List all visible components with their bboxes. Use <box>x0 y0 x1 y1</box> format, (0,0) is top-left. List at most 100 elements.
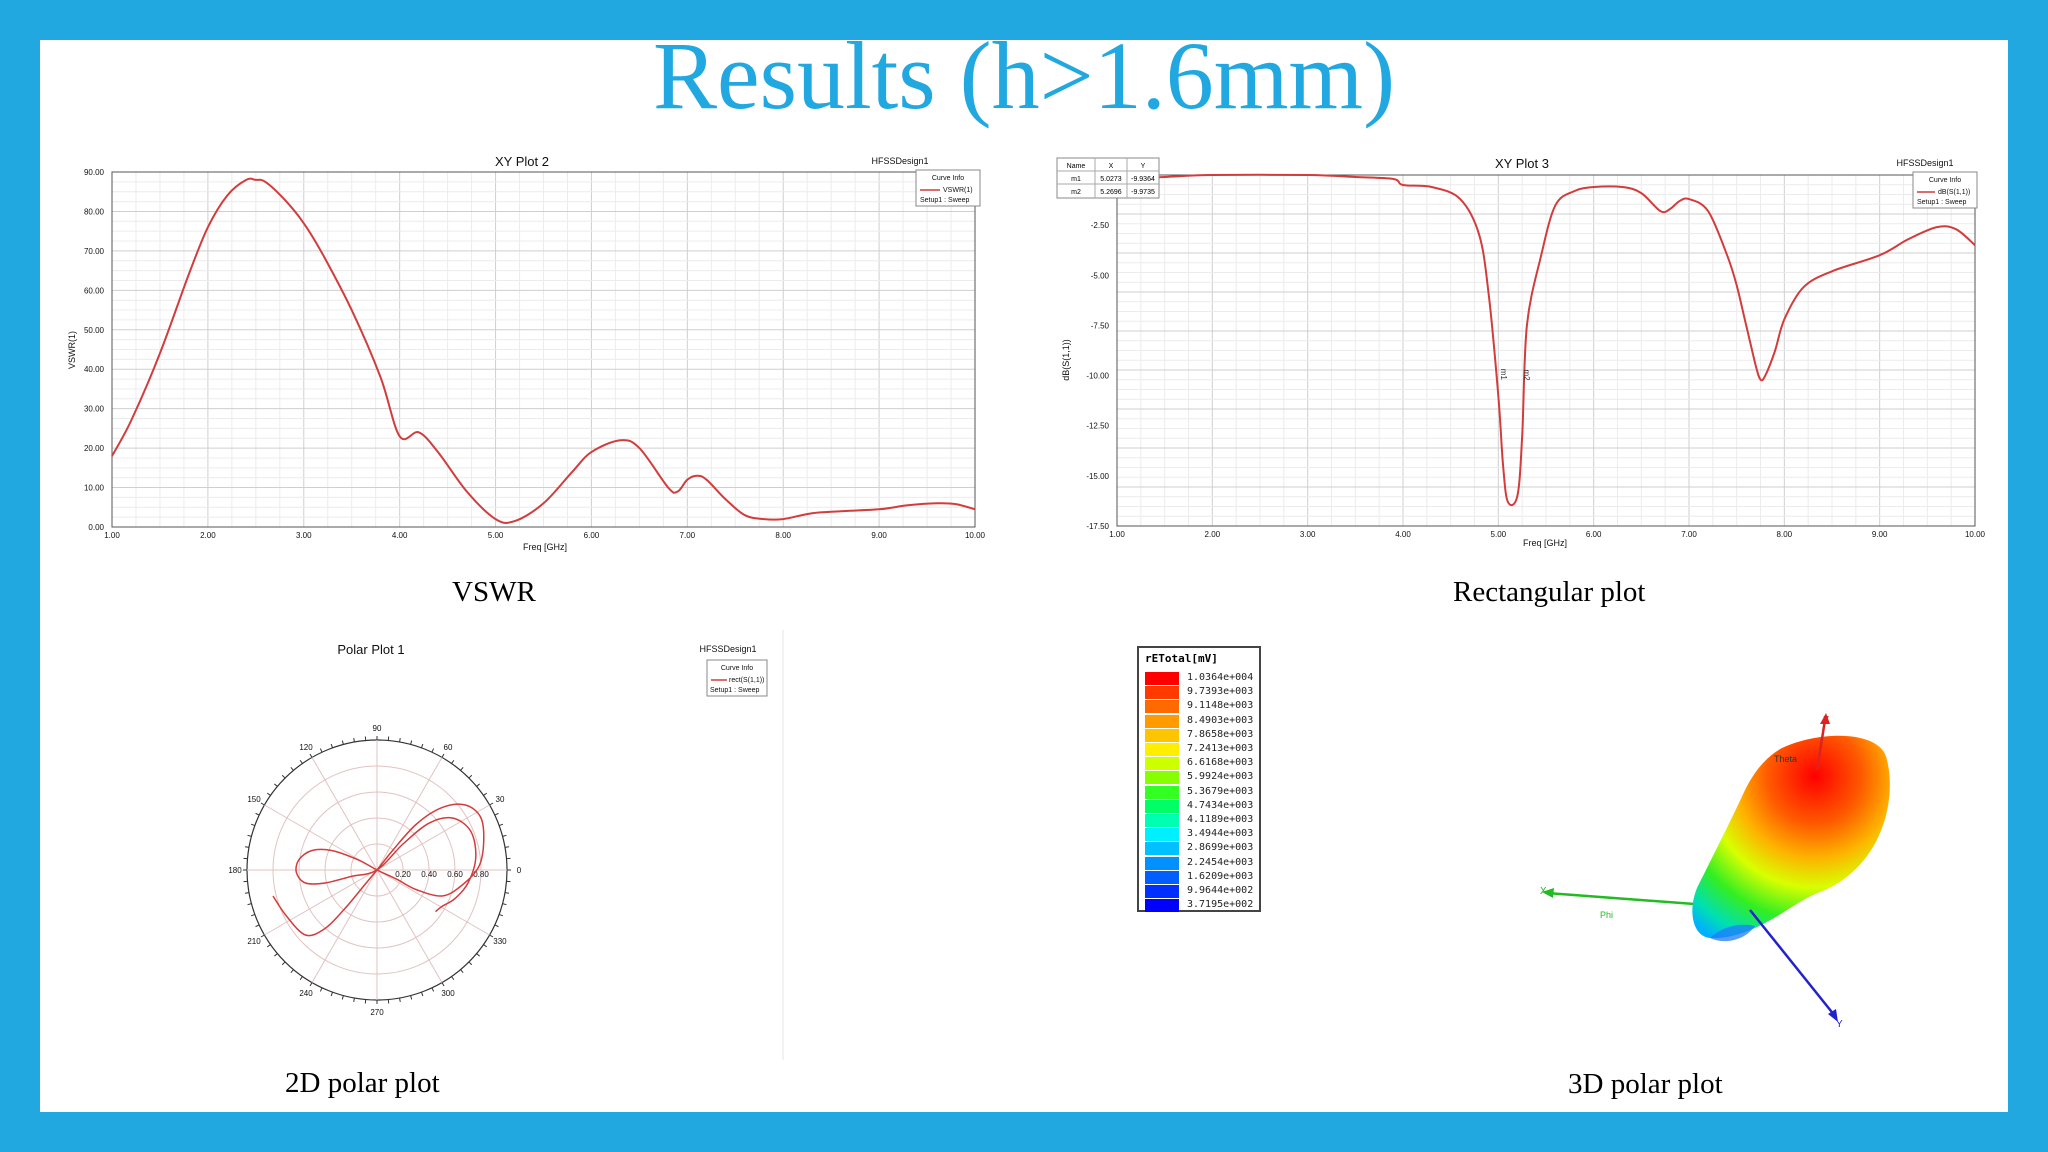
polar-tick-mark <box>299 976 303 981</box>
polar-angle-label: 180 <box>228 866 242 875</box>
polar-tick-mark <box>451 759 455 764</box>
polar-tick-mark <box>494 924 499 928</box>
polar-tick-mark <box>330 991 334 997</box>
vswr-legend-entry: VSWR(1) <box>943 187 973 194</box>
polar-spoke <box>376 869 443 983</box>
polar-tick-mark <box>431 987 435 992</box>
colorbar-title: rETotal[mV] <box>1145 652 1218 665</box>
colorbar-label: 7.2413e+003 <box>1187 743 1254 754</box>
polar-spoke <box>311 869 378 983</box>
colorbar-swatch <box>1145 771 1179 785</box>
colorbar-label: 5.3679e+003 <box>1187 785 1254 797</box>
polar-tick-mark <box>281 961 286 966</box>
polar-tick-mark <box>319 748 323 753</box>
polar-legend-sub: Setup1 : Sweep <box>710 687 760 694</box>
polar-tick-mark <box>483 944 488 948</box>
marker-table-cell: -9.9735 <box>1131 189 1155 196</box>
theta-label: Theta <box>1774 754 1797 764</box>
polar-tick-mark <box>330 743 334 749</box>
phi-label: Phi <box>1600 910 1613 920</box>
colorbar-swatch <box>1145 828 1179 842</box>
polar-tick-mark <box>244 892 250 894</box>
radiation-lobe-underside <box>1710 924 1755 942</box>
polar-spoke <box>376 869 490 936</box>
vswr-design-label: HFSSDesign1 <box>871 156 928 166</box>
x-tick-label: 7.00 <box>680 531 696 540</box>
colorbar-label: 3.7195e+002 <box>1187 899 1254 911</box>
y-tick-label: 80.00 <box>84 207 105 216</box>
polar-angle-label: 60 <box>444 743 453 752</box>
vswr-chart: XY Plot 2 HFSSDesign1 1.00 2.00 3.00 4.00 5.… <box>40 150 1000 558</box>
rect-markers: m1 m2 <box>1499 369 1531 381</box>
colorbar-label: 9.9644e+002 <box>1187 885 1254 896</box>
polar-tick-mark <box>504 846 510 848</box>
colorbar-label: 4.7434e+003 <box>1187 799 1254 811</box>
y-tick-label: 60.00 <box>84 286 105 295</box>
colorbar-swatch <box>1145 799 1179 813</box>
z-axis-arrow <box>1820 713 1830 724</box>
polar-tick-mark <box>483 792 488 796</box>
marker-table-cell: 5.0273 <box>1100 176 1122 183</box>
x-tick-label: 4.00 <box>392 531 408 540</box>
rect-ticks: 1.00 2.00 3.00 4.00 5.00 6.00 7.00 8.00 9.00 10.0… <box>1086 221 1985 539</box>
colorbar-label: 9.7393e+003 <box>1187 686 1254 698</box>
polar-tick-mark <box>244 846 250 848</box>
colorbar-swatch <box>1145 814 1179 827</box>
x-tick-label: 10.00 <box>1965 530 1986 539</box>
x-tick-label: 8.00 <box>1777 530 1793 539</box>
polar-tick-mark <box>255 924 260 928</box>
polar-tick-mark <box>399 997 401 1003</box>
polar-tick-mark <box>299 759 303 764</box>
polar-angle-label: 330 <box>493 937 507 946</box>
polar-tick-mark <box>399 737 401 743</box>
z-axis-label: Z <box>1823 715 1829 726</box>
polar-tick-mark <box>460 969 464 973</box>
colorbar-swatch <box>1145 743 1179 756</box>
polar-chart: Polar Plot 1 HFSSDesign1 Curve Info rect… <box>195 630 785 1060</box>
colorbar-swatch <box>1145 870 1179 884</box>
polar-angle-label: 90 <box>373 724 382 733</box>
x-tick-label: 4.00 <box>1395 530 1411 539</box>
polar-tick-mark <box>441 753 445 758</box>
colorbar-label: 9.1148e+003 <box>1187 700 1254 712</box>
polar-tick-mark <box>431 748 435 753</box>
caption-3d-polar-plot: 3D polar plot <box>1568 1068 1723 1100</box>
rect-series-line <box>1116 173 1976 507</box>
polar-tick-mark <box>341 740 344 745</box>
x-tick-label: 1.00 <box>1109 530 1125 539</box>
y-tick-label: -10.00 <box>1086 372 1109 381</box>
polar-tick-mark <box>420 743 424 749</box>
colorbar-swatch <box>1145 842 1179 856</box>
polar-tick-mark <box>290 767 294 771</box>
rect-chart-title: XY Plot 3 <box>1495 156 1549 171</box>
x-axis-label: X <box>1540 886 1547 897</box>
vswr-series-line <box>111 177 976 524</box>
polar-tick-mark <box>489 934 494 938</box>
polar-tick-mark <box>247 834 252 837</box>
x-tick-label: 2.00 <box>200 531 216 540</box>
polar-angle-label: 150 <box>247 795 261 804</box>
colorbar-label: 8.4903e+003 <box>1187 714 1254 726</box>
y-tick-label: -5.00 <box>1091 271 1110 280</box>
polar-radial-label: 0.40 <box>421 870 437 879</box>
y-axis-arrow <box>1828 1009 1838 1022</box>
colorbar-swatch <box>1145 728 1179 742</box>
x-tick-label: 2.00 <box>1205 530 1221 539</box>
rect-grid <box>1116 174 1976 527</box>
polar-angle-label: 120 <box>299 743 313 752</box>
rect-legend: Curve Info dB(S(1,1)) Setup1 : Sweep <box>1912 171 1978 209</box>
polar-radial-label: 0.20 <box>395 870 411 879</box>
y-tick-label: 20.00 <box>84 444 105 453</box>
polar-tick-mark <box>274 953 278 957</box>
plot-frame <box>1116 174 1976 527</box>
caption-2d-polar-plot: 2D polar plot <box>285 1067 440 1099</box>
x-tick-label: 8.00 <box>775 531 791 540</box>
polar-tick-mark <box>460 767 464 771</box>
vswr-legend: Curve Info VSWR(1) Setup1 : Sweep <box>915 169 981 207</box>
marker-label-m2: m2 <box>1522 369 1531 381</box>
polar-tick-mark <box>410 995 413 1000</box>
y-tick-label: 40.00 <box>84 365 105 374</box>
polar-spoke <box>376 757 443 871</box>
y-tick-label: -12.50 <box>1086 422 1109 431</box>
colorbar-label: 5.9924e+003 <box>1187 771 1254 783</box>
